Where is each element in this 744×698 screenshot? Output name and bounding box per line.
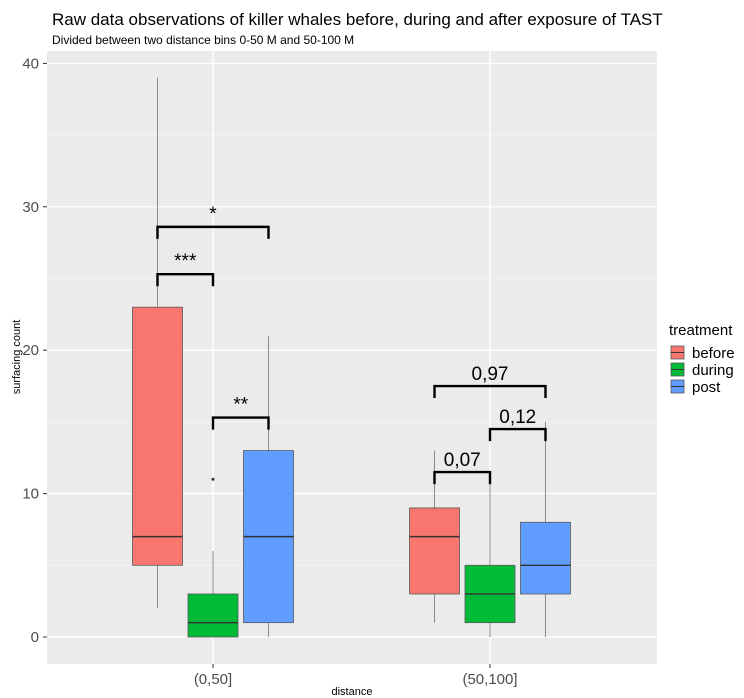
box-during-0-50 — [187, 593, 239, 638]
significance-bracket — [156, 225, 270, 239]
y-tick-label: 0 — [31, 629, 39, 646]
box-post-50-100 — [520, 521, 571, 595]
significance-bracket — [156, 272, 215, 287]
significance-label: * — [209, 204, 217, 225]
legend-label-during: during — [692, 362, 734, 379]
significance-bracket — [211, 416, 270, 430]
significance-label: 0,97 — [472, 364, 509, 385]
y-tick-label: 10 — [22, 486, 39, 503]
significance-label: ** — [233, 395, 248, 416]
y-tick-label: 20 — [22, 342, 39, 359]
significance-label: 0,07 — [444, 450, 481, 471]
y-tick-label: 30 — [22, 199, 39, 216]
chart-title: Raw data observations of killer whales b… — [52, 10, 663, 29]
legend-label-post: post — [692, 379, 721, 396]
legend-label-before: before — [692, 345, 735, 362]
significance-label: 0,12 — [499, 407, 536, 428]
significance-bracket — [433, 384, 547, 399]
chart-subtitle: Divided between two distance bins 0-50 M… — [52, 33, 355, 47]
y-axis-label: surfacing count — [11, 320, 23, 395]
box-before-0-50 — [132, 306, 183, 566]
x-tick-label: (50,100] — [462, 671, 517, 688]
y-tick-label: 40 — [22, 55, 39, 72]
significance-bracket — [433, 470, 492, 485]
x-tick-label: (0,50] — [194, 671, 232, 688]
x-axis-label: distance — [332, 686, 373, 698]
legend-title: treatment — [669, 322, 733, 339]
box-before-50-100 — [409, 507, 460, 595]
outlier-during-0-50 — [211, 477, 215, 481]
significance-label: *** — [174, 251, 197, 272]
significance-bracket — [488, 427, 547, 442]
